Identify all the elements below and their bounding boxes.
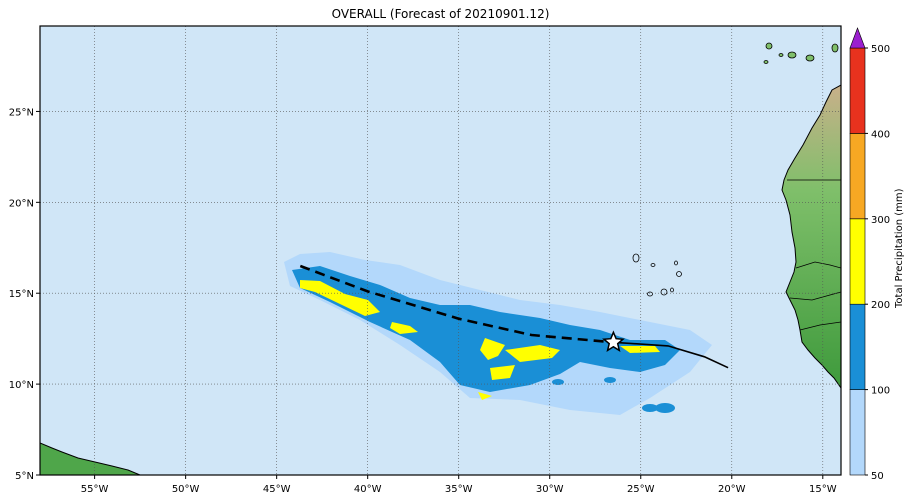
longitude-tick-label: 20°W (718, 484, 746, 495)
cape-verde-islands (632, 253, 682, 297)
longitude-tick-label: 45°W (263, 484, 291, 495)
precip-100-200 (642, 404, 658, 412)
colorbar-tick-label: 400 (871, 129, 890, 140)
latitude-tick-label: 15°N (9, 289, 34, 300)
precip-200-300 (505, 345, 560, 362)
longitude-tick-label: 30°W (536, 484, 564, 495)
colorbar-bin (849, 133, 866, 220)
precip-200-300 (300, 280, 380, 316)
precip-100-200 (552, 379, 564, 385)
longitude-tick-label: 35°W (445, 484, 473, 495)
precip-200-300 (390, 322, 418, 334)
country-border (799, 321, 841, 331)
colorbar-tick-label: 100 (871, 386, 890, 397)
forecast-track-dashed (299, 264, 614, 344)
precip-200-300 (490, 365, 515, 380)
latitude-labels: 5°N 10°N 15°N 20°N 25°N (9, 107, 40, 482)
longitude-tick-label: 50°W (172, 484, 200, 495)
precip-200-300 (478, 392, 492, 400)
precip-200-300 (620, 346, 660, 353)
colorbar-tick-label: 300 (871, 215, 890, 226)
map-frame (39, 25, 842, 476)
colorbar-bin (849, 389, 866, 476)
colorbar-tick-label: 50 (871, 471, 884, 482)
colorbar-extend-arrow (849, 27, 866, 49)
precip-100-200 (292, 266, 680, 392)
latitude-tick-label: 25°N (9, 107, 34, 118)
latitude-tick-label: 5°N (15, 471, 34, 482)
colorbar-bin (849, 47, 866, 134)
colorbar-tick-label: 500 (871, 44, 890, 55)
south-america-landmass (40, 442, 141, 475)
precipitation-swath (284, 252, 712, 415)
latitude-tick-label: 10°N (9, 380, 34, 391)
precip-100-200 (655, 403, 675, 413)
longitude-labels: 55°W 50°W 45°W 40°W 35°W 30°W 25°W 20°W 15°W (81, 475, 837, 495)
precip-100-200 (604, 377, 616, 383)
africa-landmass (781, 84, 841, 389)
map-title: OVERALL (Forecast of 20210901.12) (331, 7, 550, 21)
longitude-tick-label: 25°W (627, 484, 655, 495)
colorbar: 50 100 200 300 400 500 (849, 27, 890, 482)
colorbar-label: Total Precipitation (mm) (894, 188, 905, 309)
longitude-tick-label: 40°W (354, 484, 382, 495)
colorbar-bin (849, 218, 866, 305)
forecast-track-solid (613, 341, 729, 369)
longitude-tick-label: 15°W (809, 484, 837, 495)
canary-islands (763, 42, 839, 64)
longitude-tick-label: 55°W (81, 484, 109, 495)
latitude-tick-label: 20°N (9, 198, 34, 209)
precip-200-300 (480, 338, 505, 360)
star-icon (602, 330, 625, 352)
colorbar-bin (849, 303, 866, 390)
ocean-area (40, 26, 841, 475)
colorbar-tick-label: 200 (871, 300, 890, 311)
